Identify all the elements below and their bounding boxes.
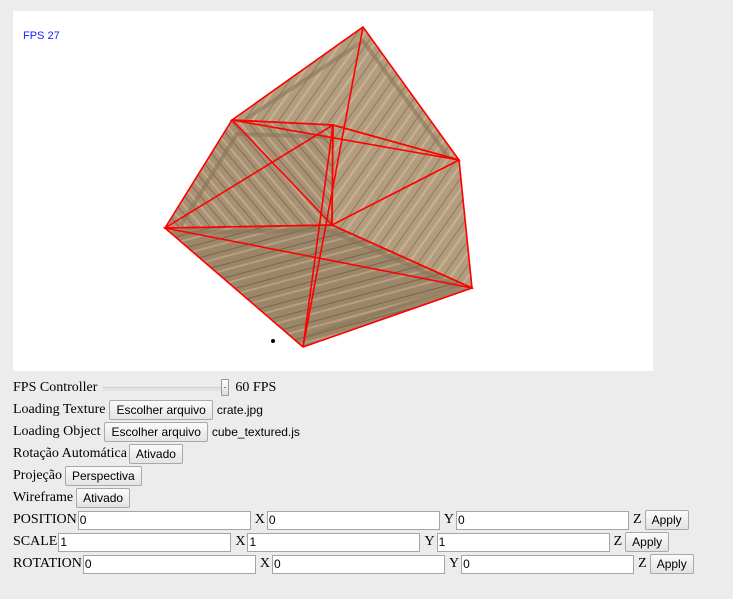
position-row: POSITION X Y Z Apply xyxy=(13,510,689,530)
texture-file-name: crate.jpg xyxy=(216,403,263,417)
loading-texture-row: Loading Texture Escolher arquivo crate.j… xyxy=(13,400,263,420)
loading-object-row: Loading Object Escolher arquivo cube_tex… xyxy=(13,422,300,442)
scale-row: SCALE X Y Z Apply xyxy=(13,532,670,552)
rotation-row: ROTATION X Y Z Apply xyxy=(13,554,694,574)
rotation-y-input[interactable] xyxy=(272,554,445,574)
scale-z-label: Z xyxy=(613,534,623,549)
scale-x-label: X xyxy=(235,534,246,549)
scale-apply-button[interactable]: Apply xyxy=(625,532,670,552)
rotation-label: ROTATION xyxy=(13,556,82,571)
rotation-x-input[interactable] xyxy=(82,554,256,574)
position-z-label: Z xyxy=(633,512,642,527)
scale-label: SCALE xyxy=(13,534,58,549)
rotation-apply-button[interactable]: Apply xyxy=(649,554,694,574)
loading-object-label: Loading Object xyxy=(13,424,101,439)
auto-rotation-toggle[interactable]: Ativado xyxy=(128,444,183,464)
object-file-name: cube_textured.js xyxy=(211,425,300,439)
wireframe-lines xyxy=(162,25,475,348)
projection-label: Projeção xyxy=(13,468,62,483)
position-x-label: X xyxy=(254,512,265,527)
projection-toggle[interactable]: Perspectiva xyxy=(64,466,142,486)
wireframe-toggle[interactable]: Ativado xyxy=(76,488,131,508)
object-file-button[interactable]: Escolher arquivo xyxy=(104,422,208,442)
position-y-label: Y xyxy=(443,512,455,527)
rotation-z-input[interactable] xyxy=(461,554,635,574)
wireframe-row: Wireframe Ativado xyxy=(13,488,131,508)
auto-rotation-label: Rotação Automática xyxy=(13,446,127,461)
position-apply-button[interactable]: Apply xyxy=(644,510,689,530)
position-y-input[interactable] xyxy=(266,510,440,530)
position-z-input[interactable] xyxy=(456,510,630,530)
loading-texture-label: Loading Texture xyxy=(13,402,106,417)
rotation-z-label: Z xyxy=(638,556,647,571)
fps-slider-thumb[interactable] xyxy=(221,379,230,396)
rotation-y-label: Y xyxy=(449,556,460,571)
fps-controller-row: FPS Controller 60 FPS xyxy=(13,378,276,398)
fps-controller-label: FPS Controller xyxy=(13,380,98,395)
scale-x-input[interactable] xyxy=(58,532,232,552)
fps-slider[interactable] xyxy=(103,378,230,398)
projection-row: Projeção Perspectiva xyxy=(13,466,142,486)
webgl-canvas[interactable]: FPS 27 xyxy=(13,11,653,371)
position-label: POSITION xyxy=(13,512,77,527)
fps-value: 60 FPS xyxy=(235,380,277,395)
wireframe-label: Wireframe xyxy=(13,490,74,505)
fps-counter: FPS 27 xyxy=(23,30,60,42)
auto-rotation-row: Rotação Automática Ativado xyxy=(13,444,183,464)
scale-z-input[interactable] xyxy=(436,532,610,552)
fps-slider-track xyxy=(103,387,228,391)
crate-cube-render xyxy=(162,25,475,348)
position-x-input[interactable] xyxy=(77,510,251,530)
texture-file-button[interactable]: Escolher arquivo xyxy=(109,400,213,420)
scale-y-input[interactable] xyxy=(247,532,421,552)
scale-y-label: Y xyxy=(424,534,435,549)
rotation-x-label: X xyxy=(259,556,270,571)
